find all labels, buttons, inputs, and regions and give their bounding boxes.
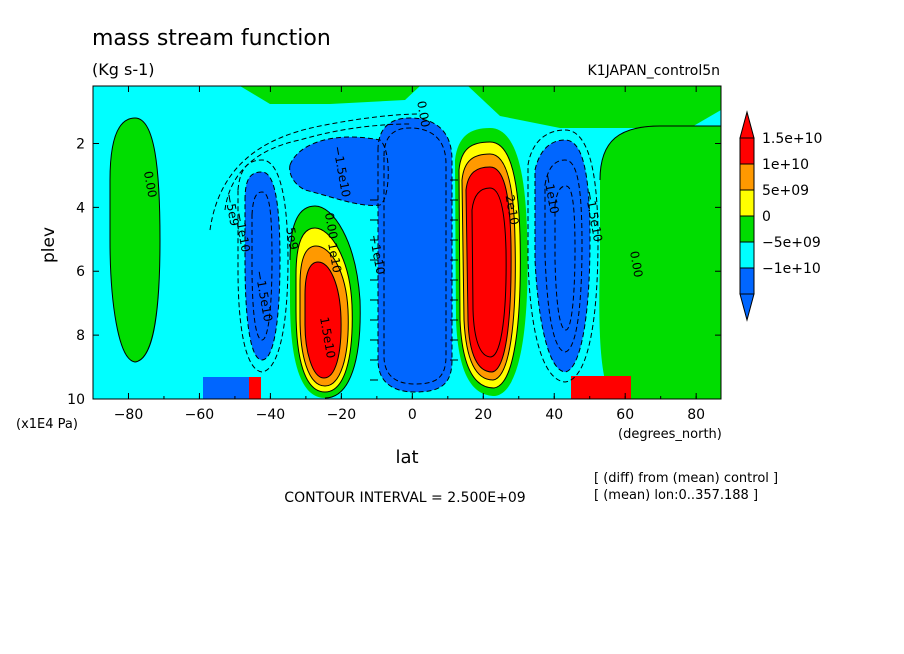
surface-box-red-small	[249, 377, 261, 399]
dense-contours-left	[370, 199, 378, 381]
contour-line	[251, 191, 273, 341]
colorbar-bottom-arrow	[739, 293, 755, 322]
colorbar: 1.5e+10 1e+10 5e+09 0 −5e+09 −1e+10	[739, 110, 822, 322]
contour-line	[109, 117, 161, 363]
colorbar-top-arrow	[739, 110, 755, 139]
colorbar-label: −1e+10	[762, 261, 821, 277]
contour-line	[471, 187, 507, 358]
surface-box-blue	[203, 377, 253, 399]
x-tick-label: −60	[185, 407, 215, 423]
note-line-1: [ (diff) from (mean) control ]	[594, 471, 778, 486]
contour-line	[295, 227, 353, 393]
contour-line	[554, 185, 576, 331]
neg-band-top	[289, 137, 389, 206]
pos-cell-right-red	[466, 167, 512, 372]
contour-line	[289, 205, 361, 399]
contour-label: −5e9	[222, 193, 241, 228]
x-tick-label: 20	[474, 407, 492, 423]
x-tick-label: −40	[256, 407, 286, 423]
colorbar-swatch	[739, 241, 755, 269]
green-top-patch	[240, 86, 420, 104]
colorbar-label: −5e+09	[762, 235, 821, 251]
x-tick-label: 0	[408, 407, 417, 423]
pos-cell-left-red	[305, 262, 342, 378]
colorbar-swatch	[739, 137, 755, 165]
contour-label: 0.00	[414, 100, 432, 129]
surface-box-red	[571, 376, 631, 399]
contour-line	[527, 129, 599, 383]
contour-line	[209, 113, 421, 231]
contour-line	[299, 245, 349, 387]
contour-label: 2e10	[503, 194, 522, 226]
colorbar-swatch	[739, 163, 755, 191]
contour-line	[599, 125, 721, 181]
colorbar-label: 1.5e+10	[762, 131, 822, 147]
neg-cell-equator	[378, 118, 452, 392]
x-axis-label: lat	[395, 447, 418, 468]
y-axis-label: plev	[39, 227, 59, 263]
units-label: (Kg s-1)	[92, 60, 155, 79]
x-tick-label: 40	[545, 407, 563, 423]
contour-line	[465, 166, 512, 373]
contour-label: −1e10	[541, 173, 562, 215]
contour-label: 0.00	[627, 250, 645, 279]
green-top-right-patch	[468, 86, 721, 128]
x-tick-label: 80	[687, 407, 705, 423]
contour-line	[461, 153, 516, 381]
contour-interval-text: CONTOUR INTERVAL = 2.500E+09	[284, 490, 525, 506]
contour-label: 1e10	[325, 242, 344, 274]
contour-line	[383, 127, 447, 385]
x-tick-label: −80	[114, 407, 144, 423]
y-tick-label: 6	[76, 264, 85, 280]
contour-label: 5e9	[283, 226, 301, 251]
contour-label: 0.00	[322, 211, 340, 240]
colorbar-label: 0	[762, 209, 771, 225]
contour-label: 0.00	[141, 170, 159, 199]
green-cell-right	[599, 126, 721, 399]
contour-line	[544, 159, 583, 353]
x-axis-units: (degrees_north)	[618, 427, 722, 442]
neg-cell-right	[535, 140, 590, 372]
contour-line	[304, 261, 342, 379]
colorbar-swatch	[739, 215, 755, 243]
contour-line	[458, 141, 521, 389]
contour-label: −1e10	[367, 233, 388, 275]
contour-line	[289, 136, 389, 206]
green-cell-left	[110, 118, 160, 362]
colorbar-label: 1e+10	[762, 157, 809, 173]
x-tick-label: −20	[327, 407, 357, 423]
y-axis: 2 4 6 8 10	[67, 136, 721, 408]
y-tick-label: 8	[76, 328, 85, 344]
colorbar-label: 5e+09	[762, 183, 809, 199]
chart-title: mass stream function	[92, 26, 331, 51]
colorbar-swatch	[739, 267, 755, 295]
dense-contours-right	[450, 179, 458, 361]
contour-line	[224, 123, 411, 211]
y-axis-units: (x1E4 Pa)	[16, 417, 78, 432]
colorbar-swatch	[739, 189, 755, 217]
contour-lines	[109, 117, 721, 399]
x-tick-label: 60	[616, 407, 634, 423]
neg-cell-left	[245, 172, 280, 360]
contour-line	[237, 159, 289, 373]
plot-frame	[92, 85, 722, 400]
y-tick-label: 4	[76, 200, 85, 216]
dataset-label: K1JAPAN_control5n	[588, 63, 720, 79]
note-line-2: [ (mean) lon:0..357.188 ]	[594, 488, 758, 503]
y-tick-label: 10	[67, 392, 85, 408]
y-tick-label: 2	[76, 136, 85, 152]
x-axis: −80 −60 −40 −20 0 20 40 60 80	[92, 86, 705, 423]
contour-label: −1e10	[232, 211, 253, 253]
contour-line	[244, 171, 281, 361]
